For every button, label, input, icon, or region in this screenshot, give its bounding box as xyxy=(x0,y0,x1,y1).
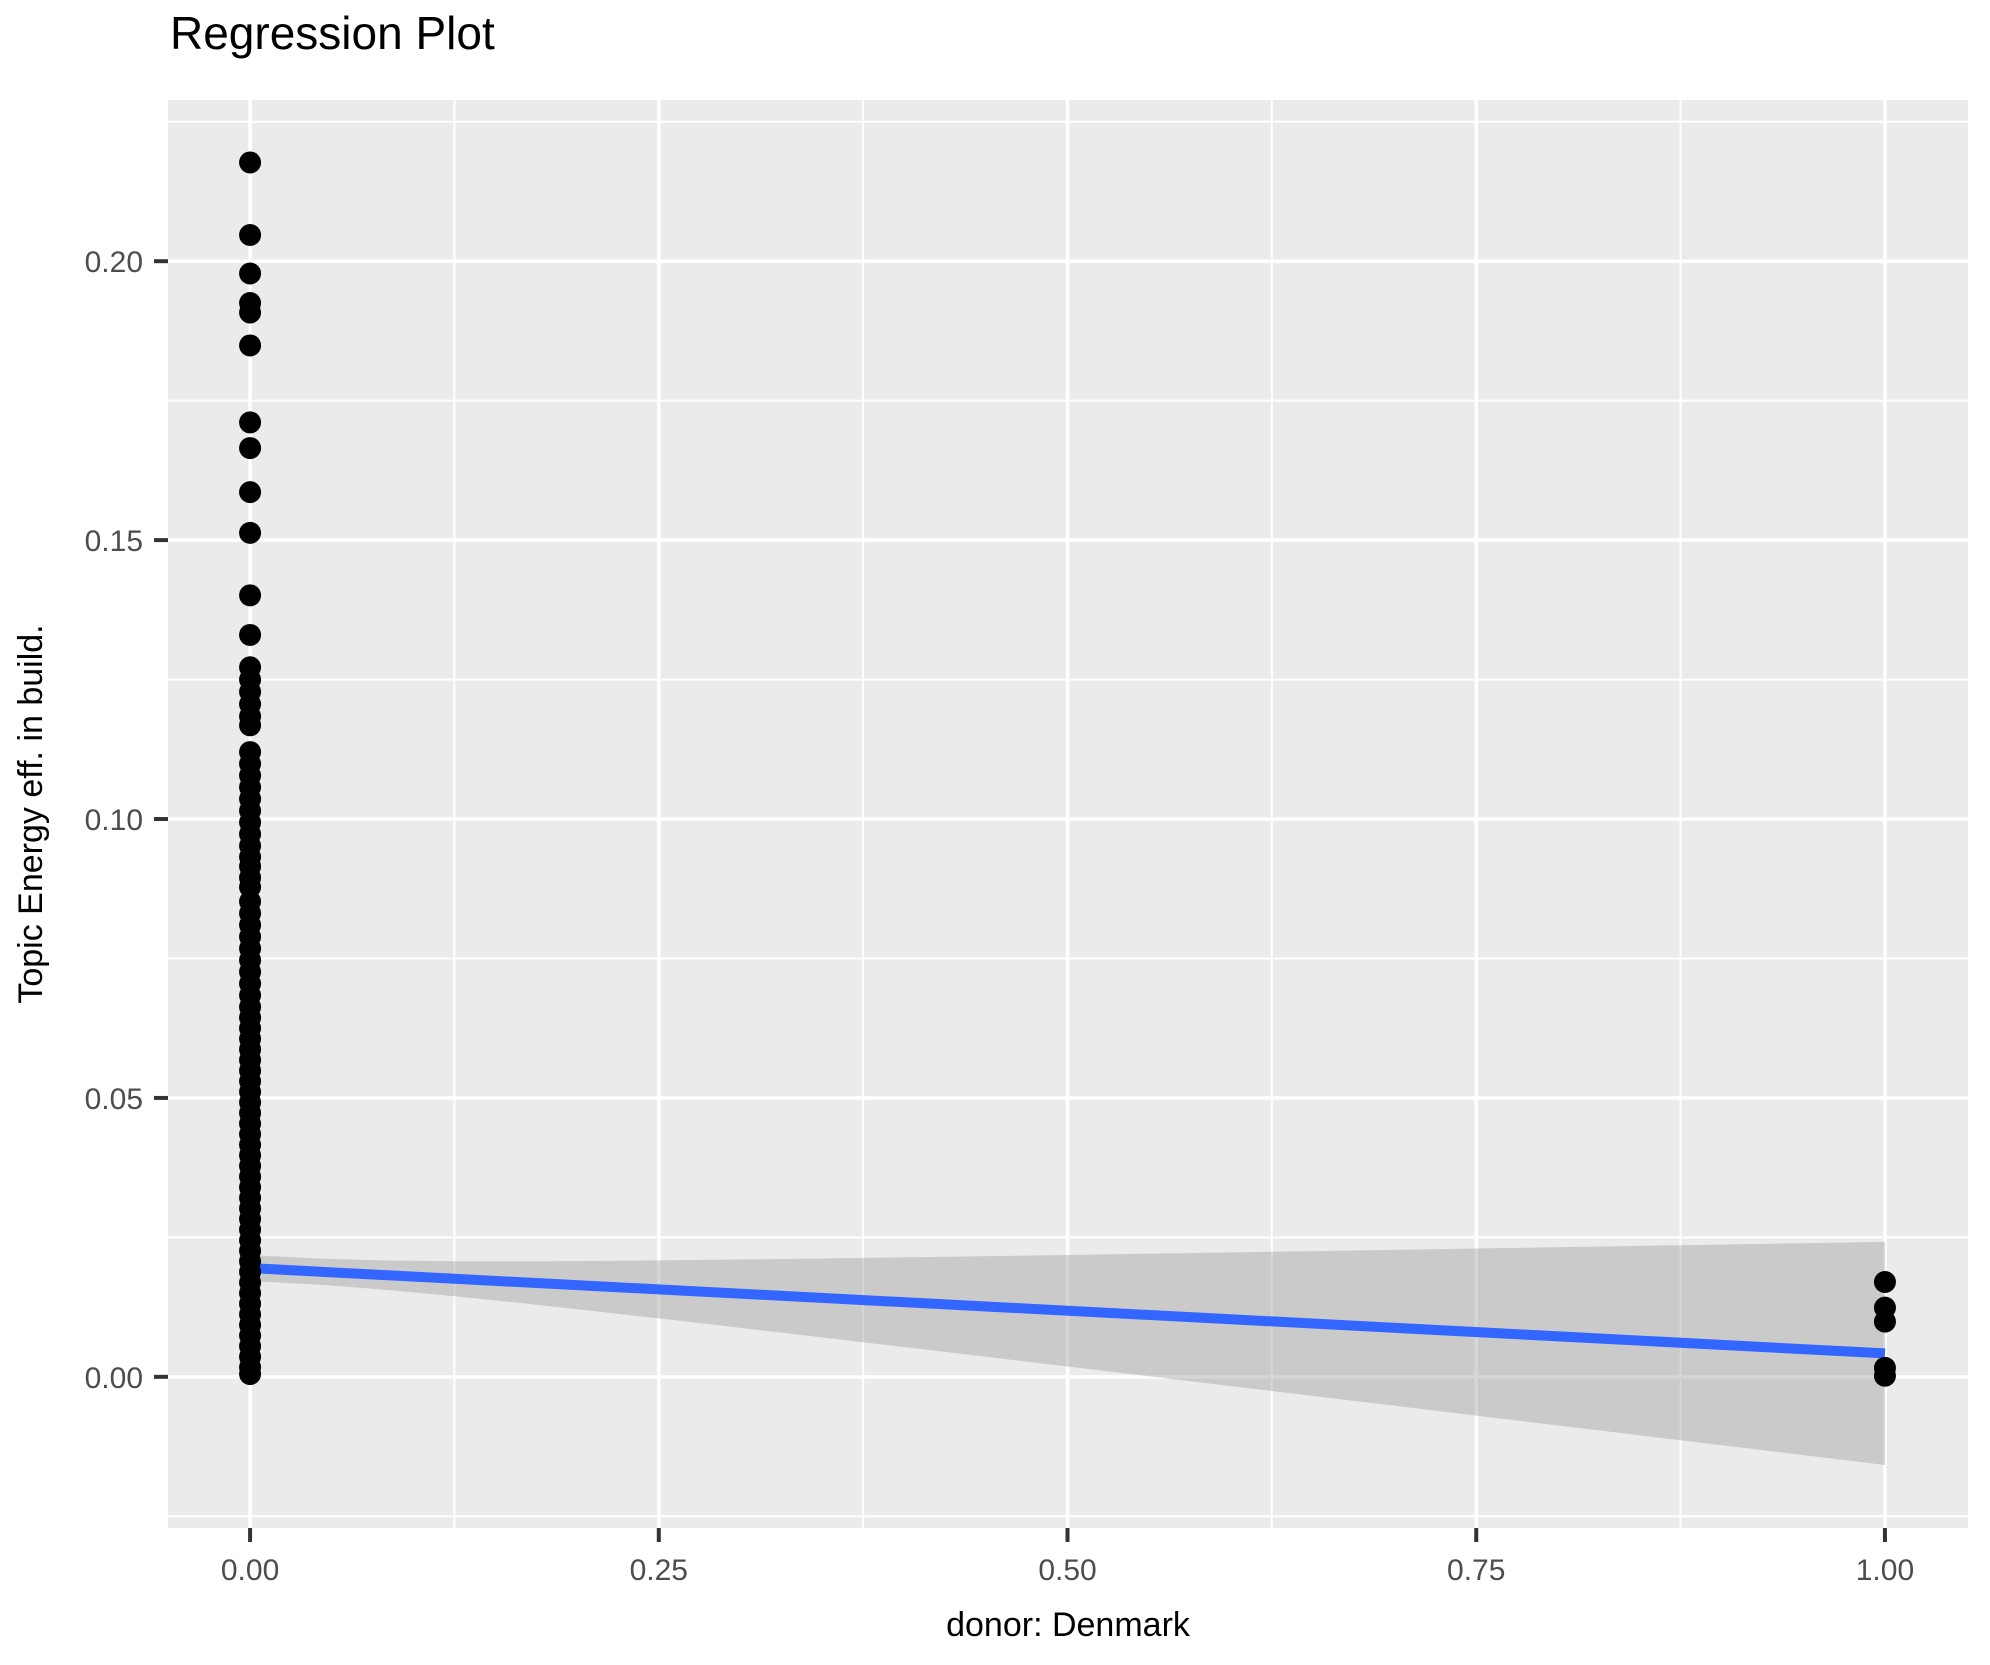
y-tick-label: 0.05 xyxy=(85,1083,143,1116)
data-point xyxy=(239,521,262,544)
y-tick-label: 0.10 xyxy=(85,804,143,837)
data-point xyxy=(239,262,262,285)
data-point xyxy=(1873,1364,1896,1387)
data-point xyxy=(239,334,262,357)
data-point xyxy=(239,411,262,434)
y-tick-label: 0.00 xyxy=(85,1362,143,1395)
x-tick-label: 0.25 xyxy=(630,1554,688,1587)
data-point xyxy=(1873,1310,1896,1333)
data-point xyxy=(239,437,262,460)
chart-title: Regression Plot xyxy=(170,7,495,59)
y-axis-title: Topic Energy eff. in build. xyxy=(12,624,50,1004)
data-point xyxy=(239,301,262,324)
data-point xyxy=(239,584,262,607)
x-tick-label: 0.50 xyxy=(1038,1554,1096,1587)
data-point xyxy=(239,151,262,174)
x-tick-label: 0.00 xyxy=(221,1554,279,1587)
data-point xyxy=(239,623,262,646)
confidence-band xyxy=(250,1241,1885,1465)
x-tick-label: 0.75 xyxy=(1447,1554,1505,1587)
regression-line xyxy=(249,1263,1886,1359)
data-point xyxy=(239,714,262,737)
y-tick-label: 0.15 xyxy=(85,525,143,558)
data-point xyxy=(239,223,262,246)
data-point xyxy=(239,1363,262,1386)
data-point xyxy=(239,481,262,504)
y-tick-label: 0.20 xyxy=(85,246,143,279)
x-axis-title: donor: Denmark xyxy=(946,1606,1190,1644)
x-tick-label: 1.00 xyxy=(1856,1554,1914,1587)
data-point xyxy=(1873,1271,1896,1294)
